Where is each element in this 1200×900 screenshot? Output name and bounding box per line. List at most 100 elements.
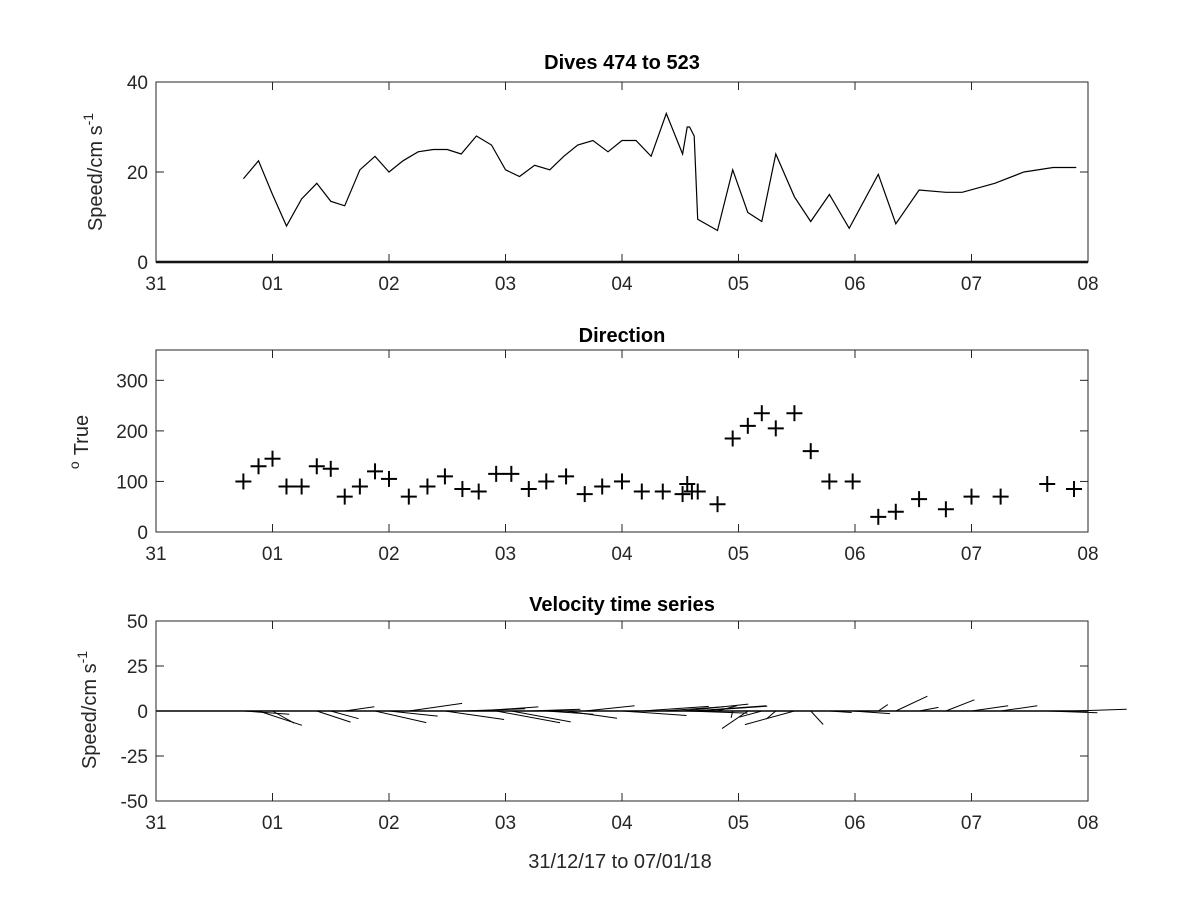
- velocity-stick: [258, 710, 303, 726]
- direction-point: [293, 478, 310, 495]
- direction-x-tick-label: 02: [378, 544, 399, 565]
- direction-x-tick-label: 05: [728, 544, 749, 565]
- direction-point: [336, 488, 353, 505]
- direction-point: [802, 443, 819, 460]
- velocity-stick: [829, 710, 852, 713]
- speed-x-tick-label: 02: [378, 274, 399, 295]
- velocity-stick: [697, 705, 768, 712]
- direction-point: [963, 488, 980, 505]
- direction-y-axis-label: oTrue: [66, 415, 93, 469]
- direction-point: [308, 458, 325, 475]
- speed-x-tick-label: 06: [844, 274, 865, 295]
- velocity-stick: [721, 710, 749, 730]
- direction-y-tick-label: 200: [116, 422, 148, 443]
- speed-x-tick-label: 07: [961, 274, 982, 295]
- direction-point: [367, 463, 384, 480]
- velocity-stick: [717, 705, 738, 712]
- speed-y-tick-label: 40: [127, 73, 148, 94]
- direction-point: [381, 470, 397, 487]
- velocity-stick: [878, 704, 889, 712]
- direction-point: [1066, 481, 1083, 498]
- direction-point: [594, 478, 611, 495]
- speed-y-axis-label: Speed/cm s-1: [80, 113, 107, 231]
- velocity-stick: [945, 699, 975, 712]
- velocity-x-tick-label: 02: [378, 813, 399, 834]
- velocity-y-tick-label: 25: [127, 657, 148, 678]
- speed-x-tick-label: 31: [145, 274, 166, 295]
- direction-point: [400, 488, 417, 505]
- velocity-chart-title: Velocity time series: [529, 594, 715, 616]
- direction-point: [992, 488, 1009, 505]
- velocity-x-tick-label: 08: [1077, 813, 1098, 834]
- velocity-stick: [744, 710, 795, 726]
- speed-x-tick-label: 03: [495, 274, 516, 295]
- direction-point: [488, 465, 505, 482]
- direction-y-tick-label: 100: [116, 472, 148, 493]
- velocity-stick: [330, 710, 359, 720]
- speed-plot-area: [155, 81, 1089, 263]
- direction-point: [351, 478, 368, 495]
- direction-point: [767, 420, 784, 437]
- velocity-stick: [918, 706, 939, 712]
- direction-point: [844, 473, 861, 490]
- speed-y-tick-label: 0: [137, 253, 148, 274]
- direction-x-tick-label: 07: [961, 544, 982, 565]
- velocity-stick: [810, 710, 824, 725]
- velocity-plot-area: [155, 620, 1089, 802]
- velocity-stick: [895, 695, 928, 712]
- direction-point: [911, 491, 928, 508]
- velocity-stick: [682, 703, 749, 712]
- direction-point: [576, 486, 593, 503]
- speed-x-tick-label: 01: [262, 274, 283, 295]
- velocity-x-tick-label: 07: [961, 813, 982, 834]
- direction-point: [520, 481, 537, 498]
- direction-point: [937, 501, 954, 518]
- velocity-x-tick-label: 03: [495, 813, 516, 834]
- direction-point: [558, 468, 575, 485]
- direction-point: [753, 405, 770, 422]
- velocity-stick: [687, 710, 748, 714]
- velocity-stick: [388, 710, 438, 717]
- direction-point: [689, 483, 706, 500]
- direction-point: [470, 483, 487, 500]
- direction-point: [709, 496, 726, 513]
- velocity-x-tick-label: 06: [844, 813, 865, 834]
- direction-point: [724, 430, 741, 447]
- direction-x-tick-label: 03: [495, 544, 516, 565]
- velocity-stick: [738, 710, 762, 718]
- direction-x-tick-label: 06: [844, 544, 865, 565]
- velocity-stick: [374, 710, 427, 724]
- speed-x-tick-label: 05: [728, 274, 749, 295]
- velocity-stick: [408, 702, 463, 712]
- velocity-stick: [566, 710, 618, 719]
- direction-point: [654, 483, 671, 500]
- direction-point: [786, 405, 803, 422]
- direction-point: [278, 478, 295, 495]
- velocity-stick: [496, 710, 561, 724]
- velocity-stick: [243, 710, 290, 715]
- velocity-stick: [1047, 710, 1098, 714]
- velocity-y-axis-label: Speed/cm s-1: [74, 651, 101, 769]
- direction-point: [870, 508, 887, 525]
- direction-x-tick-label: 01: [262, 544, 283, 565]
- velocity-stick: [584, 705, 635, 712]
- velocity-stick: [730, 710, 734, 719]
- velocity-x-axis-label: 31/12/17 to 07/01/18: [528, 851, 712, 873]
- direction-point: [503, 465, 520, 482]
- direction-y-tick-label: 0: [137, 523, 148, 544]
- speed-chart-title: Dives 474 to 523: [544, 52, 700, 74]
- direction-chart-title: Direction: [579, 325, 666, 347]
- velocity-stick: [444, 710, 505, 720]
- velocity-stick: [1000, 705, 1038, 712]
- speed-x-tick-label: 04: [611, 274, 633, 295]
- direction-point: [538, 473, 555, 490]
- velocity-x-tick-label: 31: [145, 813, 166, 834]
- velocity-stick: [511, 710, 571, 723]
- direction-x-tick-label: 04: [611, 544, 633, 565]
- velocity-stick: [971, 705, 1009, 712]
- velocity-x-tick-label: 05: [728, 813, 749, 834]
- direction-point: [614, 473, 630, 490]
- direction-y-tick-label: 300: [116, 371, 148, 392]
- direction-point: [1039, 475, 1056, 492]
